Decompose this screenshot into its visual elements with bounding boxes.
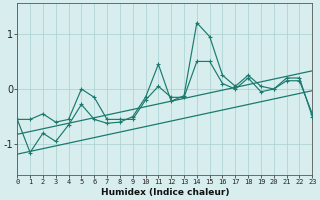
X-axis label: Humidex (Indice chaleur): Humidex (Indice chaleur)	[100, 188, 229, 197]
